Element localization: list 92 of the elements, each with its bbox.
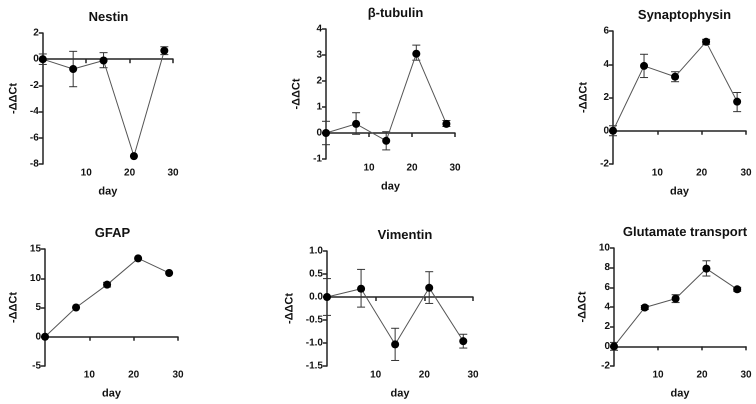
x-axis-title: day bbox=[381, 180, 401, 192]
y-tick-label: 4 bbox=[603, 58, 610, 70]
point bbox=[640, 303, 649, 312]
y-tick-label: -1 bbox=[313, 154, 322, 164]
y-axis-title: -ΔΔCt bbox=[578, 82, 590, 114]
y-tick-label: 15 bbox=[30, 244, 42, 254]
y-tick-label: 6 bbox=[603, 26, 610, 36]
y-tick-label: 1.0 bbox=[309, 246, 324, 256]
y-tick-label: -6 bbox=[30, 132, 40, 144]
point bbox=[357, 284, 366, 293]
x-tick-label: 20 bbox=[696, 370, 708, 380]
y-tick-label: 2 bbox=[33, 28, 40, 38]
point bbox=[41, 332, 50, 341]
y-tick-label: -2 bbox=[601, 360, 610, 372]
x-tick-label: 10 bbox=[652, 370, 664, 380]
y-tick-label: 1 bbox=[316, 102, 322, 112]
y-tick-label: 2 bbox=[316, 76, 322, 86]
chart-title: Vimentin bbox=[378, 227, 432, 242]
point bbox=[733, 98, 742, 106]
y-tick-label: -0.5 bbox=[306, 314, 324, 326]
x-axis-title: day bbox=[98, 186, 118, 198]
x-axis-title: day bbox=[390, 388, 410, 400]
point bbox=[640, 62, 648, 70]
y-tick-label: 10 bbox=[30, 272, 42, 284]
y-tick-label: 4 bbox=[604, 302, 610, 312]
y-tick-label: -8 bbox=[30, 158, 40, 170]
y-axis-title: -ΔΔCt bbox=[290, 78, 303, 110]
y-tick-label: 2 bbox=[603, 92, 610, 103]
chart-title: Synaptophysin bbox=[638, 7, 732, 22]
point bbox=[38, 55, 47, 64]
y-tick-label: 5 bbox=[35, 302, 42, 313]
x-tick-label: 20 bbox=[128, 370, 140, 380]
point bbox=[609, 126, 617, 135]
y-tick-label: 0.0 bbox=[309, 292, 324, 302]
point bbox=[702, 264, 710, 273]
point bbox=[100, 56, 108, 65]
x-tick-label: 20 bbox=[696, 168, 708, 178]
point bbox=[391, 340, 400, 348]
x-tick-label: 30 bbox=[467, 370, 479, 380]
x-axis-title: day bbox=[102, 388, 122, 400]
point bbox=[352, 120, 360, 128]
x-tick-label: 10 bbox=[370, 370, 382, 380]
y-axis-title: -ΔΔCt bbox=[8, 292, 20, 324]
point bbox=[412, 50, 420, 58]
x-tick-label: 30 bbox=[740, 168, 752, 178]
y-tick-label: 0 bbox=[33, 54, 40, 65]
chart-title: GFAP bbox=[94, 225, 131, 240]
x-tick-label: 10 bbox=[652, 168, 664, 178]
x-tick-label: 20 bbox=[406, 162, 418, 174]
chart-title: β-tubulin bbox=[368, 5, 424, 20]
x-tick-label: 10 bbox=[84, 370, 96, 380]
point bbox=[134, 254, 142, 262]
x-tick-label: 20 bbox=[124, 168, 136, 178]
x-tick-label: 20 bbox=[418, 370, 430, 380]
y-tick-label: 0 bbox=[603, 125, 610, 136]
y-tick-label: 0 bbox=[604, 340, 610, 352]
y-tick-label: 2 bbox=[604, 321, 610, 332]
y-tick-label: 0.5 bbox=[309, 268, 324, 280]
point bbox=[72, 304, 80, 312]
y-axis-title: -ΔΔCt bbox=[8, 82, 20, 114]
y-tick-label: -4 bbox=[30, 106, 40, 118]
x-tick-label: 10 bbox=[80, 168, 92, 178]
point bbox=[610, 342, 618, 350]
point bbox=[130, 152, 138, 160]
point bbox=[382, 136, 390, 145]
x-axis-title: day bbox=[670, 388, 690, 400]
y-tick-label: 3 bbox=[316, 50, 322, 60]
y-tick-label: 6 bbox=[604, 282, 610, 293]
point bbox=[459, 337, 468, 346]
y-tick-label: -1.5 bbox=[306, 360, 324, 372]
x-tick-label: 30 bbox=[449, 162, 461, 174]
chart-title: Nestin bbox=[88, 9, 128, 24]
x-tick-label: 30 bbox=[172, 370, 184, 380]
x-axis-title: day bbox=[670, 186, 690, 198]
x-tick-label: 30 bbox=[167, 168, 179, 178]
y-tick-label: 10 bbox=[598, 242, 610, 254]
y-tick-label: -2 bbox=[600, 158, 610, 170]
y-tick-label: 4 bbox=[316, 24, 322, 34]
y-tick-label: 0 bbox=[316, 128, 322, 138]
point bbox=[425, 284, 434, 292]
x-tick-label: 10 bbox=[363, 162, 375, 174]
y-tick-label: 0 bbox=[35, 331, 42, 342]
y-tick-label: -2 bbox=[30, 80, 40, 91]
y-tick-label: -1.0 bbox=[306, 338, 324, 348]
point bbox=[165, 268, 174, 277]
y-axis-title: -ΔΔCt bbox=[283, 292, 296, 324]
y-axis-title: -ΔΔCt bbox=[576, 291, 588, 323]
chart-title: Glutamate transport bbox=[622, 224, 748, 239]
point bbox=[69, 65, 78, 74]
y-tick-label: 8 bbox=[604, 262, 610, 274]
x-tick-label: 30 bbox=[740, 370, 752, 380]
y-tick-label: -5 bbox=[32, 360, 42, 372]
